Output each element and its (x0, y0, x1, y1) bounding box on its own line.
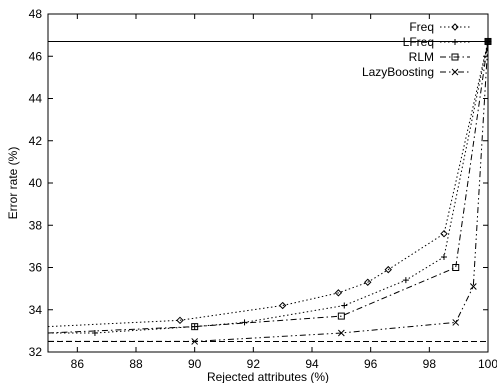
x-tick-label: 90 (188, 357, 202, 371)
legend-label: RLM (409, 50, 434, 64)
legend-marker (452, 39, 458, 45)
legend-marker (451, 53, 459, 61)
legend-label: Freq (409, 20, 434, 34)
x-tick-label: 96 (364, 357, 378, 371)
data-point (364, 278, 372, 286)
legend-item-freq: Freq (409, 20, 470, 34)
series-rlm (47, 37, 492, 334)
legend-label: LazyBoosting (362, 65, 434, 79)
data-point (337, 312, 345, 320)
y-tick-label: 48 (29, 7, 43, 21)
data-point (469, 283, 477, 290)
legend-item-rlm: RLM (409, 50, 470, 64)
plot-frame (47, 13, 489, 353)
legend-item-lazyboosting: LazyBoosting (362, 65, 470, 79)
y-tick-label: 36 (29, 261, 43, 275)
series-line-freq (47, 41, 489, 328)
x-tick-label: 94 (305, 357, 319, 371)
series-line-lazyboosting (48, 41, 489, 342)
x-axis-label: Rejected attributes (%) (207, 370, 329, 383)
x-tick-label: 100 (478, 357, 497, 371)
y-tick-label: 34 (29, 303, 43, 317)
x-tick-label: 98 (423, 357, 437, 371)
y-tick-label: 40 (29, 176, 43, 190)
data-point (441, 253, 447, 260)
x-tick-label: 88 (129, 357, 143, 371)
data-point (191, 323, 199, 331)
y-tick-label: 32 (29, 345, 43, 359)
data-point (452, 264, 460, 271)
y-tick-label: 42 (29, 134, 43, 148)
legend-label: LFreq (403, 35, 434, 49)
y-axis-label: Error rate (%) (6, 147, 20, 220)
series-layer (47, 37, 492, 345)
data-point (176, 316, 184, 325)
series-lfreq (48, 38, 491, 336)
x-tick-label: 86 (71, 357, 85, 371)
data-point (91, 329, 98, 336)
data-point (278, 301, 287, 310)
data-point (452, 319, 460, 326)
data-point (337, 329, 345, 337)
data-point (334, 289, 343, 297)
series-line-rlm (47, 41, 489, 334)
x-tick-label: 92 (247, 357, 261, 371)
y-axis-ticks: 32 34 36 38 40 42 44 46 48 (29, 7, 488, 359)
legend-item-lfreq: LFreq (403, 35, 470, 49)
data-point (341, 302, 348, 309)
legend-marker (451, 23, 459, 31)
legend-marker (451, 68, 459, 76)
data-point (440, 229, 448, 238)
data-point (402, 277, 409, 284)
data-point (384, 265, 392, 274)
y-tick-label: 38 (29, 218, 43, 232)
series-freq (47, 37, 492, 328)
series-line-lfreq (48, 41, 489, 334)
y-tick-label: 44 (29, 92, 43, 106)
y-tick-label: 46 (29, 49, 43, 63)
series-lazyboosting (48, 38, 492, 345)
